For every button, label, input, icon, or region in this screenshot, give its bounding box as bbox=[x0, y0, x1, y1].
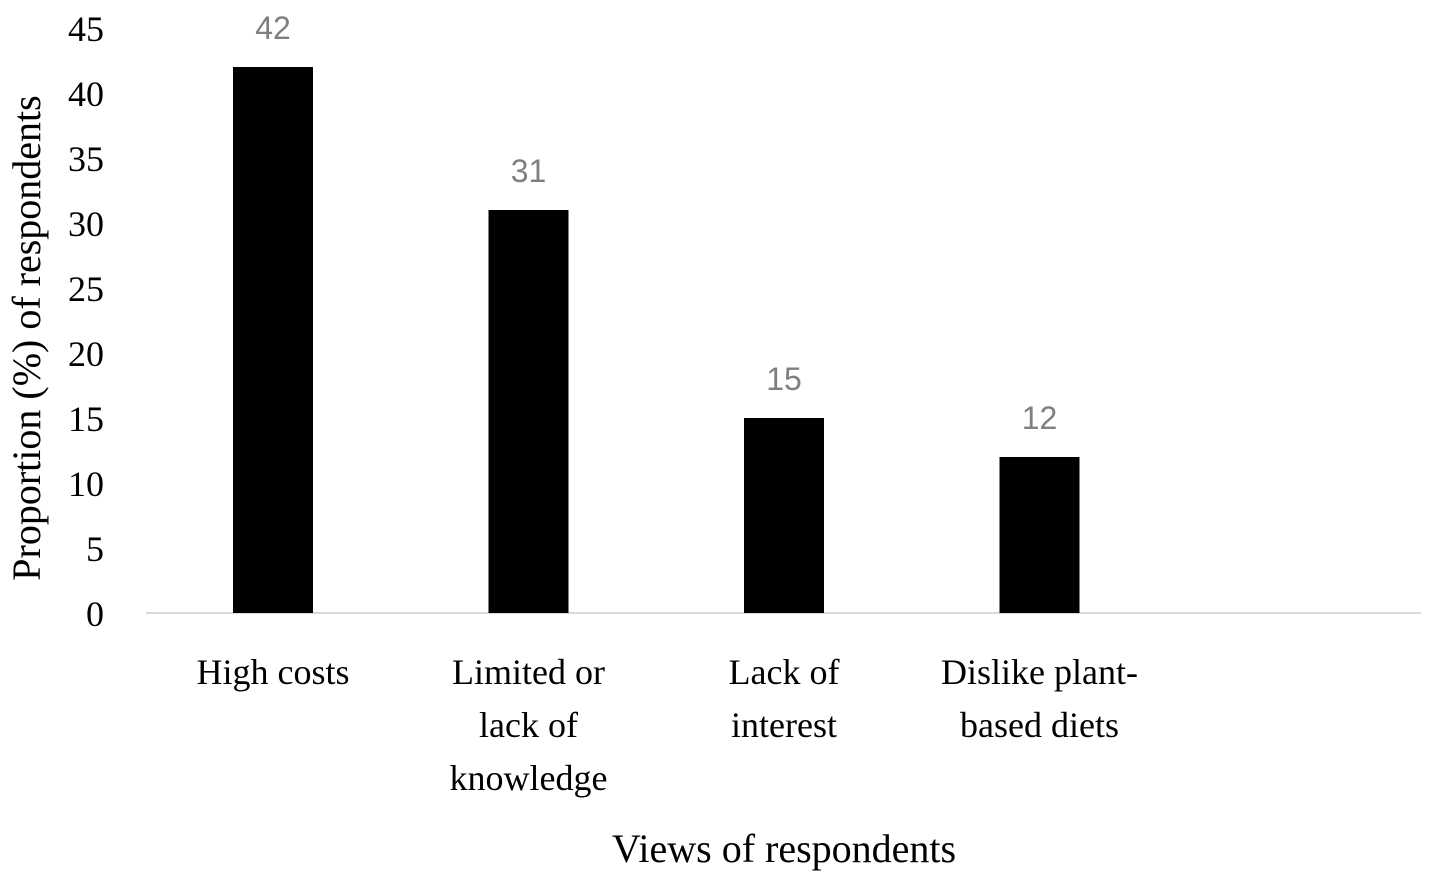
y-tick-label: 25 bbox=[68, 269, 104, 309]
data-label: 12 bbox=[1022, 400, 1058, 436]
y-axis-title: Proportion (%) of respondents bbox=[4, 95, 49, 580]
x-axis-title: Views of respondents bbox=[612, 826, 956, 871]
y-axis-ticks: 0 5 10 15 20 25 30 35 40 45 bbox=[68, 9, 104, 634]
data-labels: 42 31 15 12 bbox=[255, 10, 1057, 436]
bar bbox=[233, 67, 313, 613]
y-tick-label: 40 bbox=[68, 74, 104, 114]
category-label: Limited or lack of knowledge bbox=[450, 652, 608, 798]
category-label-line: interest bbox=[731, 705, 837, 745]
bar bbox=[999, 457, 1080, 613]
y-tick-label: 45 bbox=[68, 9, 104, 49]
bar bbox=[488, 210, 569, 613]
y-tick-label: 20 bbox=[68, 334, 104, 374]
category-label-line: Limited or bbox=[452, 652, 605, 692]
y-tick-label: 15 bbox=[68, 399, 104, 439]
x-axis-category-labels: High costs Limited or lack of knowledge Lack… bbox=[197, 652, 1138, 798]
category-label: Lack of interest bbox=[729, 652, 840, 745]
bars bbox=[233, 67, 1080, 613]
data-label: 42 bbox=[255, 10, 291, 46]
y-tick-label: 10 bbox=[68, 464, 104, 504]
category-label-line: High costs bbox=[197, 652, 350, 692]
category-label-line: lack of bbox=[479, 705, 578, 745]
data-label: 15 bbox=[766, 361, 802, 397]
category-label: Dislike plant-based diets bbox=[941, 652, 1138, 745]
bar bbox=[744, 418, 824, 613]
category-label-line: knowledge bbox=[450, 758, 608, 798]
category-label: High costs bbox=[197, 652, 350, 692]
category-label-line: based diets bbox=[960, 705, 1119, 745]
y-tick-label: 30 bbox=[68, 204, 104, 244]
data-label: 31 bbox=[511, 153, 547, 189]
y-tick-label: 35 bbox=[68, 139, 104, 179]
category-label-line: Dislike plant- bbox=[941, 652, 1138, 692]
category-label-line: Lack of bbox=[729, 652, 840, 692]
y-tick-label: 0 bbox=[86, 594, 104, 634]
y-tick-label: 5 bbox=[86, 529, 104, 569]
